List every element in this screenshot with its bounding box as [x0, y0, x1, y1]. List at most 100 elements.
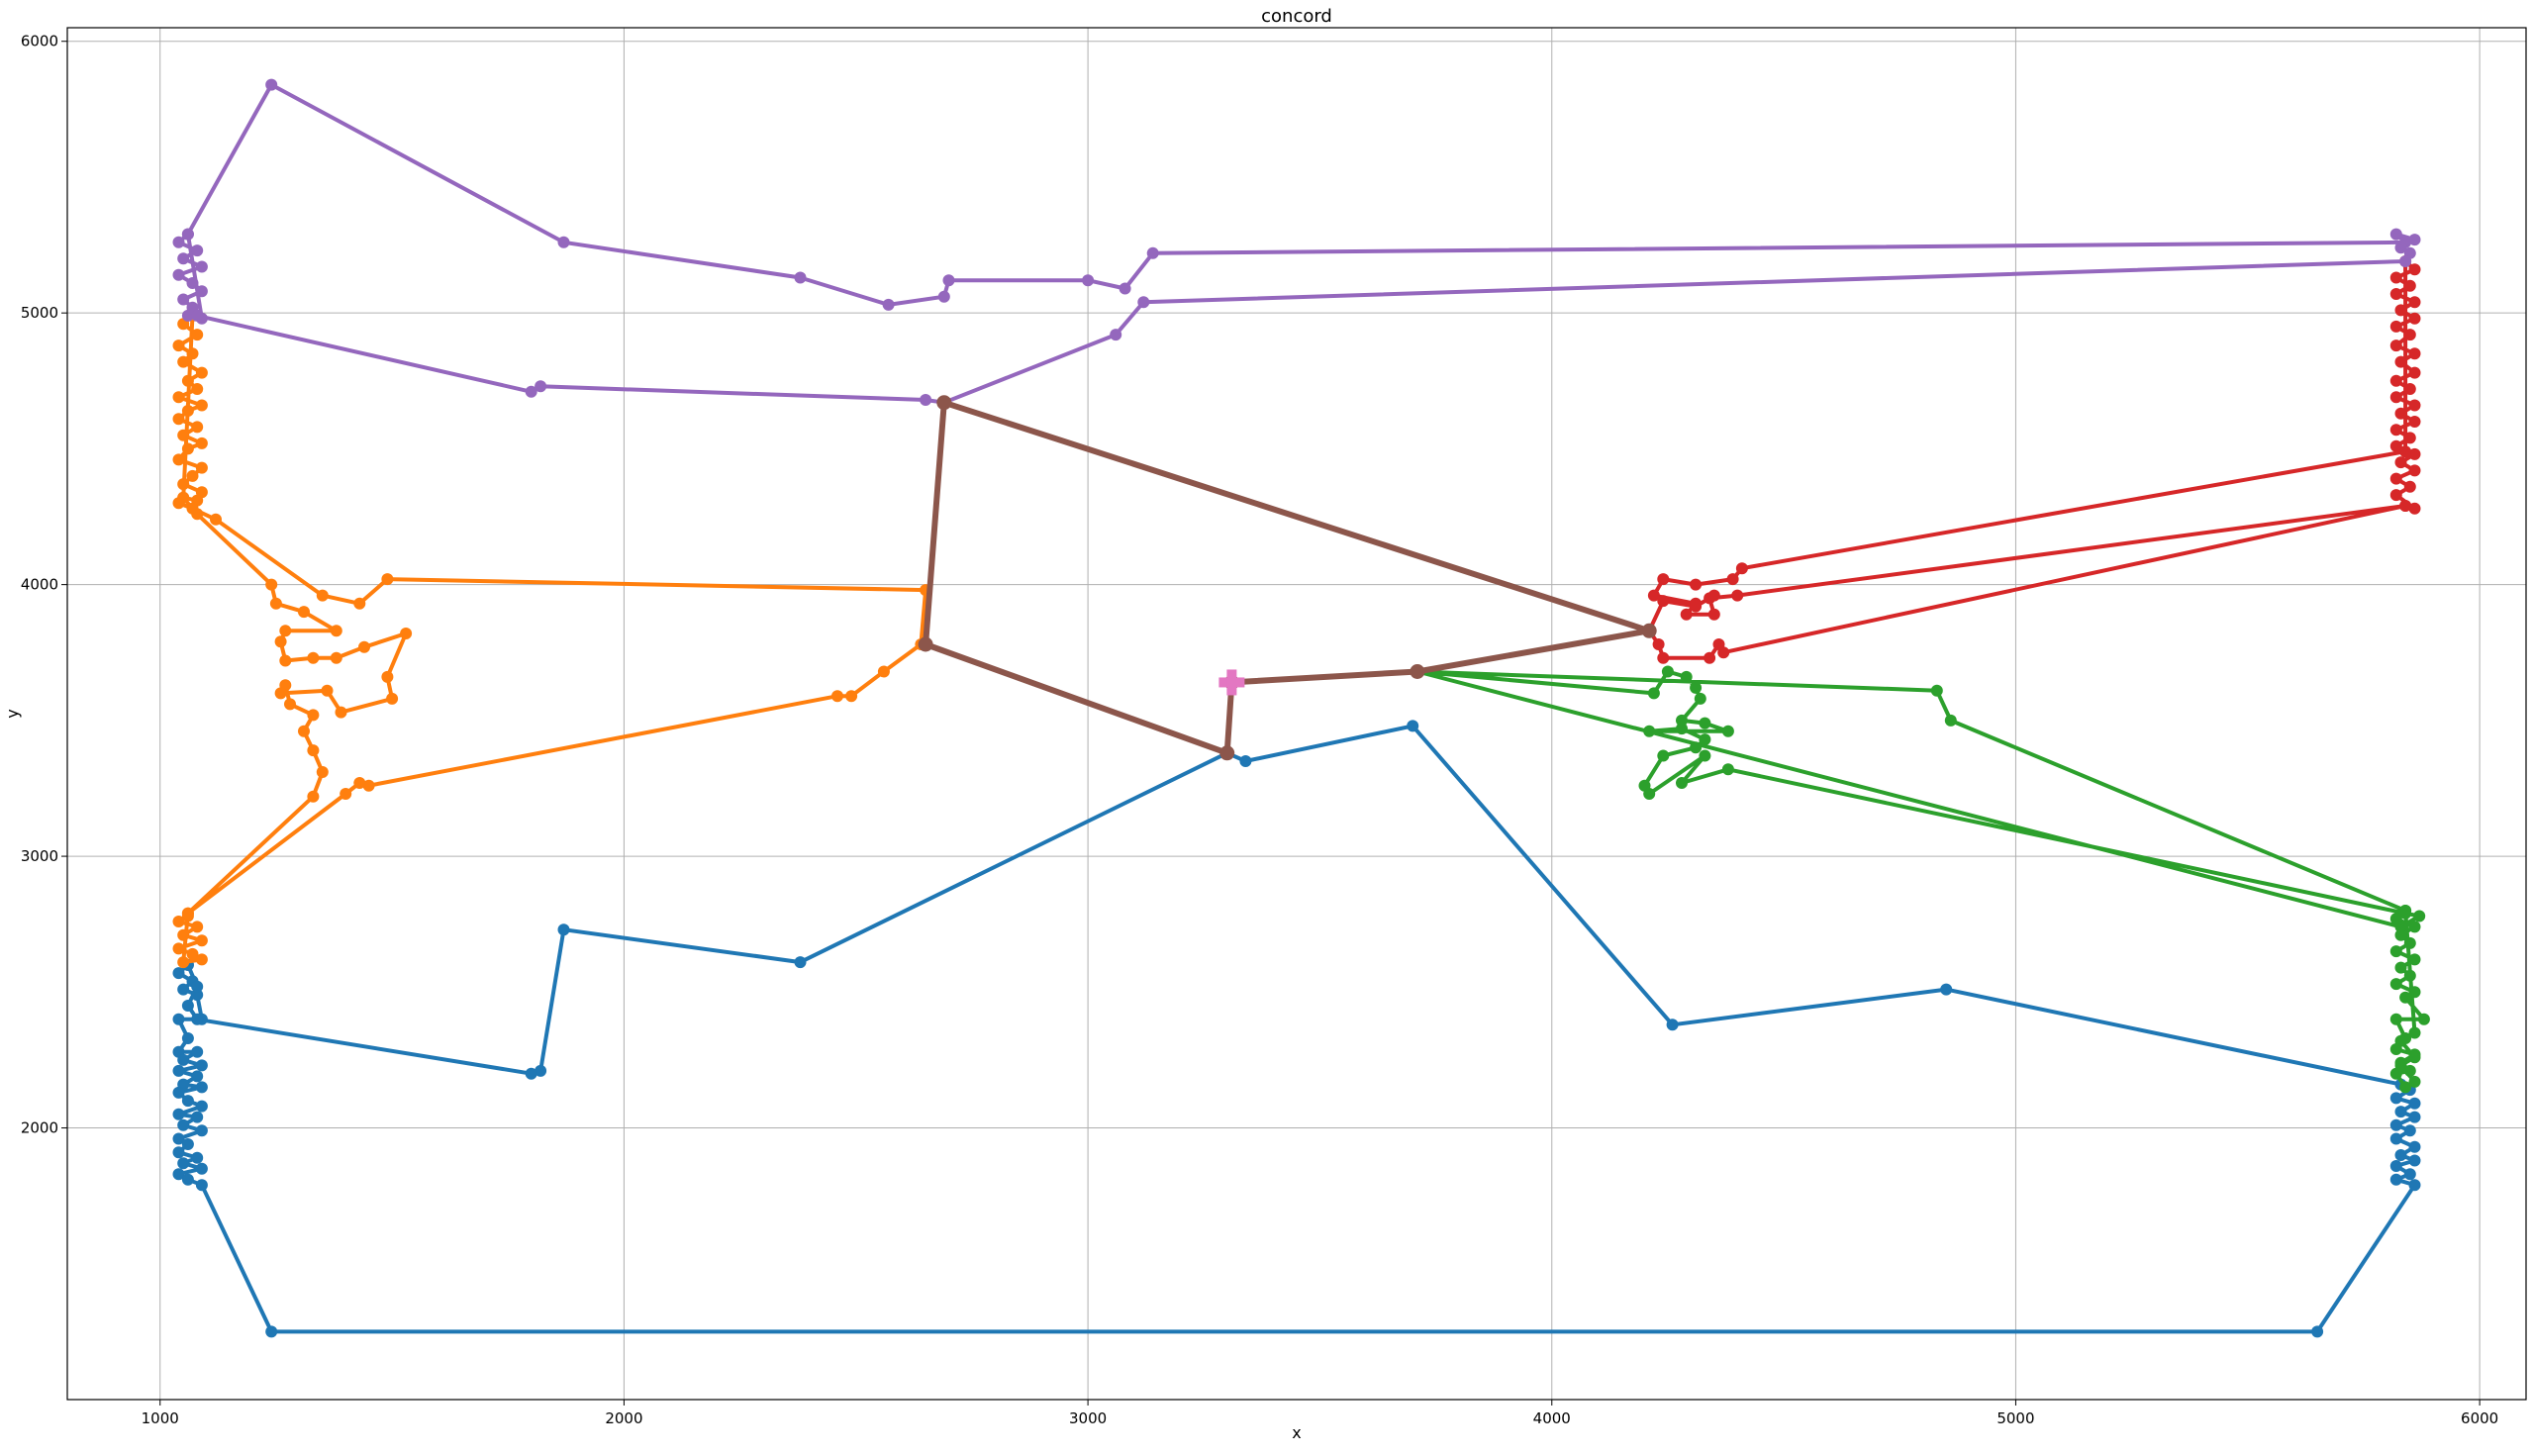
- data-point: [1680, 608, 1693, 621]
- data-point: [172, 453, 185, 466]
- data-point: [2408, 986, 2421, 999]
- data-point: [2389, 1092, 2402, 1105]
- data-point: [1676, 714, 1688, 727]
- data-point: [2403, 432, 2416, 444]
- data-point: [172, 268, 185, 281]
- data-point: [2389, 374, 2402, 387]
- data-point: [400, 628, 413, 639]
- data-point: [2399, 991, 2412, 1004]
- data-point: [2408, 1154, 2421, 1167]
- data-point: [1647, 589, 1660, 602]
- data-point: [307, 744, 320, 757]
- data-point: [195, 437, 208, 449]
- data-point: [195, 366, 208, 379]
- data-point: [2403, 329, 2416, 341]
- data-point: [265, 578, 278, 591]
- data-point: [2399, 907, 2412, 920]
- data-point: [1110, 329, 1122, 341]
- data-point: [2408, 447, 2421, 460]
- data-point: [2408, 1051, 2421, 1064]
- data-point: [2389, 439, 2402, 452]
- data-point: [2394, 1059, 2407, 1072]
- data-point: [1119, 282, 1131, 295]
- data-point: [882, 298, 895, 311]
- data-point: [1137, 296, 1150, 309]
- data-point: [535, 380, 547, 393]
- data-point: [2389, 424, 2402, 437]
- data-point: [195, 1179, 208, 1192]
- data-point: [2408, 234, 2421, 246]
- series-3: [1411, 665, 2430, 1094]
- data-point: [191, 309, 204, 322]
- data-point: [2394, 1106, 2407, 1118]
- data-point: [172, 1132, 185, 1145]
- data-point: [1676, 777, 1688, 789]
- data-point: [265, 78, 278, 91]
- data-point: [284, 698, 296, 711]
- data-point: [1944, 714, 1957, 727]
- series-line: [176, 82, 2417, 405]
- data-point: [1219, 745, 1235, 761]
- data-point: [362, 779, 375, 792]
- data-point: [1690, 681, 1703, 694]
- data-point: [942, 274, 955, 287]
- data-point: [381, 573, 394, 586]
- data-point: [1641, 623, 1657, 638]
- data-point: [172, 942, 185, 955]
- data-point: [1694, 692, 1706, 705]
- data-point: [177, 928, 190, 941]
- data-point: [274, 687, 287, 700]
- y-axis-label: y: [3, 709, 22, 718]
- data-point: [937, 290, 950, 303]
- data-point: [1666, 1019, 1679, 1031]
- data-point: [918, 636, 933, 652]
- series-line: [176, 313, 928, 965]
- y-tick-label: 6000: [21, 33, 58, 50]
- data-point: [191, 1151, 204, 1164]
- data-point: [195, 1059, 208, 1072]
- data-point: [195, 1162, 208, 1175]
- data-point: [195, 260, 208, 273]
- data-point: [177, 478, 190, 491]
- y-tick-label: 2000: [21, 1119, 58, 1137]
- data-point: [2389, 1118, 2402, 1131]
- data-point: [1647, 687, 1660, 700]
- data-point: [2403, 1124, 2416, 1137]
- data-point: [2399, 445, 2412, 458]
- data-point: [2389, 1173, 2402, 1186]
- grid-lines: [67, 28, 2526, 1400]
- series-line: [1647, 259, 2417, 660]
- y-tick-label: 3000: [21, 847, 58, 865]
- data-point: [2389, 391, 2402, 404]
- data-point: [191, 989, 204, 1002]
- data-point: [195, 1081, 208, 1094]
- data-point: [330, 625, 342, 637]
- data-point: [2403, 480, 2416, 493]
- data-point: [210, 513, 222, 526]
- data-point: [1657, 749, 1670, 762]
- data-point: [2394, 304, 2407, 317]
- data-point: [2394, 921, 2407, 933]
- data-point: [2389, 472, 2402, 485]
- data-point: [2394, 407, 2407, 420]
- data-point: [321, 684, 334, 697]
- series-6: [918, 395, 1657, 761]
- data-point: [2389, 1013, 2402, 1025]
- data-point: [1082, 274, 1095, 287]
- data-point: [1410, 664, 1425, 679]
- data-point: [2408, 366, 2421, 379]
- data-point: [1704, 651, 1716, 664]
- data-point: [2389, 340, 2402, 352]
- data-point: [2413, 910, 2426, 922]
- data-point: [307, 651, 320, 664]
- data-point: [1146, 246, 1159, 259]
- data-point: [265, 1325, 278, 1338]
- data-point: [195, 1100, 208, 1113]
- data-point: [269, 597, 282, 610]
- data-point: [2408, 1026, 2421, 1039]
- data-point: [2403, 1168, 2416, 1181]
- data-point: [381, 670, 394, 683]
- data-point: [2389, 489, 2402, 502]
- data-point: [845, 690, 858, 703]
